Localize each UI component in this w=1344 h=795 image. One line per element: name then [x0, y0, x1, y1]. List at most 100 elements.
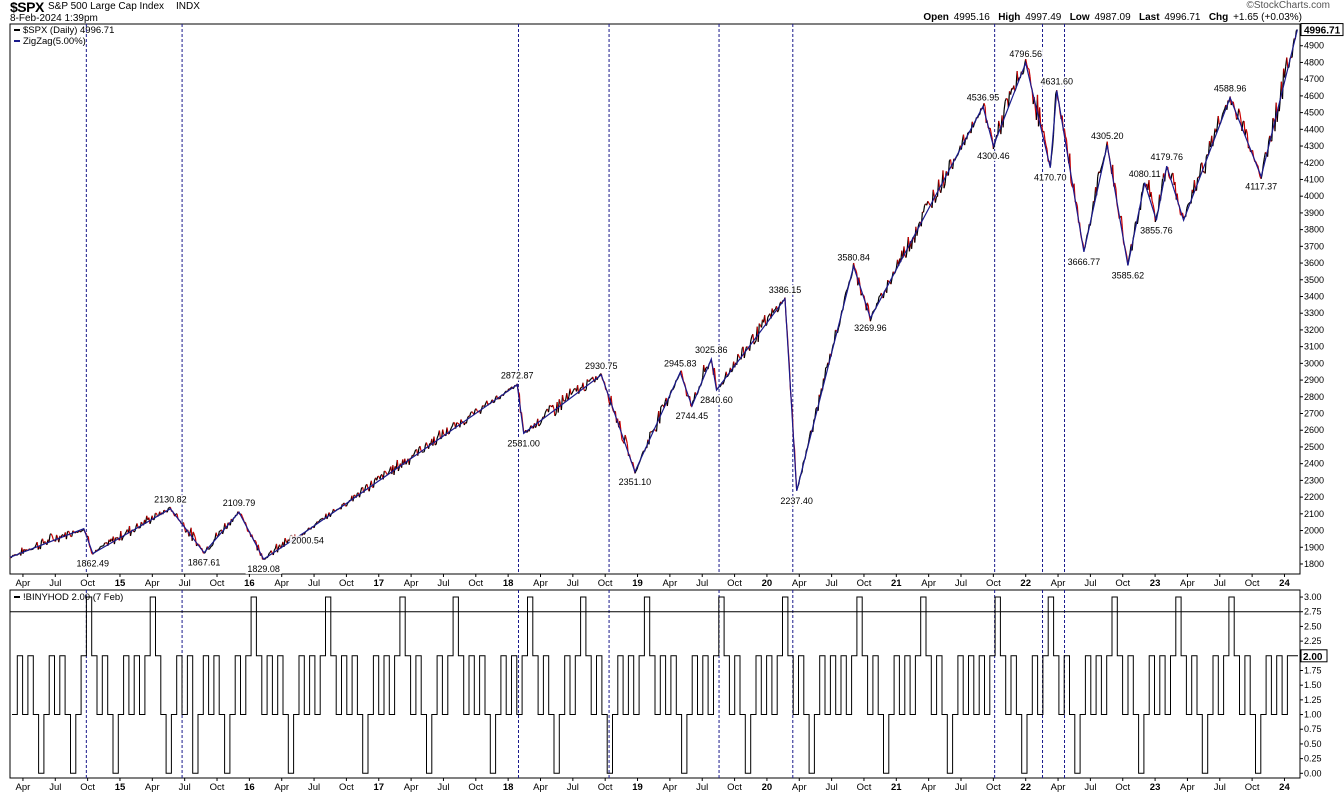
price-segment	[1263, 152, 1266, 158]
price-segment	[760, 319, 764, 328]
price-segment	[376, 476, 379, 481]
y-tick-label: 0.75	[1304, 724, 1322, 734]
x-tick-label: 19	[632, 578, 643, 589]
zigzag-label: 3666.77	[1068, 257, 1101, 267]
zigzag-label: 1829.08	[247, 564, 280, 574]
price-segment	[1021, 72, 1025, 75]
zigzag-label: 2872.87	[501, 371, 534, 381]
price-segment	[534, 424, 538, 428]
price-segment	[757, 323, 760, 342]
price-segment	[98, 546, 101, 550]
price-segment	[1045, 145, 1048, 150]
price-segment	[765, 324, 768, 327]
price-segment	[50, 533, 53, 537]
price-segment	[76, 531, 79, 534]
zigzag-label: 2945.83	[664, 358, 697, 368]
price-segment	[482, 405, 485, 407]
price-segment	[558, 399, 561, 404]
price-segment	[51, 535, 54, 541]
price-segment	[903, 246, 906, 257]
zigzag-label-bg	[152, 494, 189, 505]
x-tick-label: Jul	[567, 578, 579, 589]
last-value-box	[1300, 23, 1344, 37]
y-tick-label: 2000	[1304, 526, 1324, 536]
zigzag-line	[9, 29, 1298, 560]
x-tick-label: Oct	[598, 578, 613, 589]
zigzag-label-bg	[1212, 83, 1249, 94]
zigzag-label-bg	[505, 438, 542, 449]
y-tick-label: 3500	[1304, 275, 1324, 285]
x-tick-label: 24	[1279, 578, 1290, 589]
price-segment	[922, 205, 926, 213]
price-segment	[370, 480, 373, 488]
price-segment	[943, 183, 946, 189]
y-tick-label: 4700	[1304, 74, 1324, 84]
price-segment	[138, 527, 141, 529]
price-segment	[198, 544, 201, 546]
price-segment	[425, 442, 429, 447]
x-tick-label: Jul	[308, 782, 320, 793]
price-segment	[1120, 215, 1124, 230]
x-tick-label: Oct	[598, 782, 613, 793]
price-segment	[163, 509, 166, 512]
price-segment	[680, 370, 683, 376]
price-segment	[412, 452, 416, 456]
price-segment	[624, 434, 627, 440]
zigzag-label-bg	[1038, 76, 1075, 87]
y-tick-label: 1.75	[1304, 665, 1322, 675]
y-tick-label: 1.00	[1304, 710, 1322, 720]
price-segment	[940, 186, 943, 193]
x-tick-label: Apr	[274, 578, 289, 589]
quote-open-value: 4995.16	[953, 12, 990, 23]
y-tick-label: 2600	[1304, 425, 1324, 435]
y-tick-label: 3000	[1304, 358, 1324, 368]
price-segment	[1097, 171, 1100, 177]
x-tick-label: Apr	[792, 782, 807, 793]
zigzag-label: 2930.75	[585, 361, 618, 371]
price-segment	[1041, 124, 1044, 133]
price-segment	[512, 387, 515, 390]
indicator-x-axis: Apr Jul Oct 15 Apr Jul Oct 16 Apr Jul Oct 17 Apr Jul O…	[16, 778, 1290, 793]
zigzag-label: 2000.54	[291, 535, 324, 545]
price-segment	[364, 485, 367, 490]
price-segment	[750, 336, 753, 342]
price-segment	[466, 415, 470, 419]
zigzag-label: 4170.70	[1034, 173, 1067, 183]
price-segment	[124, 531, 127, 535]
price-segment	[419, 445, 422, 451]
zigzag-label-bg	[835, 252, 872, 263]
price-segment	[456, 422, 459, 424]
y-tick-label: 3800	[1304, 225, 1324, 235]
last-value-box	[1300, 649, 1328, 663]
x-tick-label: Oct	[80, 578, 95, 589]
x-tick-label: Apr	[662, 782, 677, 793]
price-segment	[405, 461, 408, 465]
last-value-label: 2.00	[1303, 652, 1323, 663]
x-tick-label: 24	[1279, 782, 1290, 793]
x-tick-label: Oct	[468, 578, 483, 589]
price-segment	[877, 296, 880, 304]
y-tick-label: 0.00	[1304, 768, 1322, 778]
zigzag-label-bg	[1109, 270, 1146, 281]
price-segment	[557, 399, 560, 413]
price-segment	[115, 537, 117, 539]
price-segment	[1148, 180, 1151, 198]
zigzag-label-bg	[74, 558, 111, 569]
x-tick-label: Jul	[179, 782, 191, 793]
price-segment	[44, 541, 47, 543]
x-tick-label: Oct	[1245, 782, 1260, 793]
price-segment	[97, 548, 100, 551]
x-tick-label: Oct	[986, 782, 1001, 793]
zigzag-label-bg	[221, 498, 258, 509]
price-segment	[731, 370, 733, 373]
x-tick-label: 16	[244, 578, 255, 589]
y-tick-label: 2200	[1304, 492, 1324, 502]
x-tick-label: Apr	[404, 578, 419, 589]
price-segment	[48, 534, 51, 543]
x-tick-label: Apr	[404, 782, 419, 793]
price-segment	[878, 295, 881, 298]
exchange: INDX	[176, 1, 200, 12]
price-segment	[1246, 133, 1249, 149]
price-segment	[625, 438, 628, 444]
y-tick-label: 2900	[1304, 375, 1324, 385]
